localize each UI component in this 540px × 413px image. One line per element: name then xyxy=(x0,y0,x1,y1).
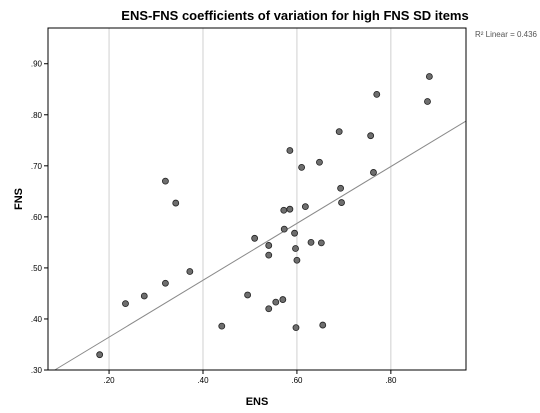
x-tick-label: .40 xyxy=(197,376,209,385)
y-tick-labels: .30 .40 .50 .60 .70 .80 .90 xyxy=(31,60,48,375)
data-point xyxy=(265,251,273,259)
x-tick-label: .20 xyxy=(103,376,115,385)
data-point xyxy=(307,238,315,246)
x-tick-labels: .20 .40 .60 .80 xyxy=(103,370,397,385)
data-point xyxy=(279,296,287,303)
y-tick-label: .50 xyxy=(31,264,43,273)
fit-line xyxy=(54,120,467,371)
data-point xyxy=(218,322,226,330)
x-tick-label: .60 xyxy=(291,376,303,385)
data-point xyxy=(244,291,252,299)
y-tick-label: .30 xyxy=(31,366,43,375)
data-point xyxy=(301,203,309,211)
data-point xyxy=(316,158,323,166)
y-tick-label: .60 xyxy=(31,213,43,222)
data-point xyxy=(335,128,343,136)
y-axis-title: FNS xyxy=(13,188,25,210)
data-point xyxy=(96,351,104,359)
data-point xyxy=(162,279,169,287)
data-point xyxy=(265,305,273,313)
chart-title: ENS-FNS coefficients of variation for hi… xyxy=(121,8,468,23)
data-point xyxy=(280,206,288,214)
data-point xyxy=(373,90,381,98)
data-point xyxy=(317,239,325,247)
data-point xyxy=(172,199,180,207)
y-tick-label: .80 xyxy=(31,111,43,120)
data-point xyxy=(140,292,148,300)
data-point xyxy=(291,229,298,237)
data-point xyxy=(286,205,294,213)
data-point xyxy=(272,298,280,306)
data-point xyxy=(122,300,129,308)
plot-frame xyxy=(47,27,467,371)
y-tick-label: .70 xyxy=(31,162,43,171)
data-point xyxy=(370,169,377,176)
gridlines xyxy=(108,28,392,370)
data-point xyxy=(292,245,299,252)
data-points xyxy=(96,73,433,359)
data-point xyxy=(338,199,345,206)
data-point xyxy=(186,268,194,275)
r-squared-label: R² Linear = 0.436 xyxy=(475,30,538,39)
data-point xyxy=(337,184,345,192)
data-point xyxy=(319,321,327,329)
data-point xyxy=(367,132,375,140)
data-point xyxy=(292,324,300,332)
data-point xyxy=(265,242,273,249)
data-point xyxy=(251,234,259,242)
data-point xyxy=(298,163,306,171)
data-point xyxy=(293,256,301,264)
x-tick-label: .80 xyxy=(385,376,397,385)
fit-line-group xyxy=(54,120,467,371)
data-point xyxy=(424,98,431,105)
x-axis-title: ENS xyxy=(246,396,269,408)
data-point xyxy=(286,147,294,154)
data-point xyxy=(280,225,288,233)
data-point xyxy=(425,73,433,80)
y-tick-label: .40 xyxy=(31,315,43,324)
y-tick-label: .90 xyxy=(31,60,43,69)
data-point xyxy=(162,177,169,185)
